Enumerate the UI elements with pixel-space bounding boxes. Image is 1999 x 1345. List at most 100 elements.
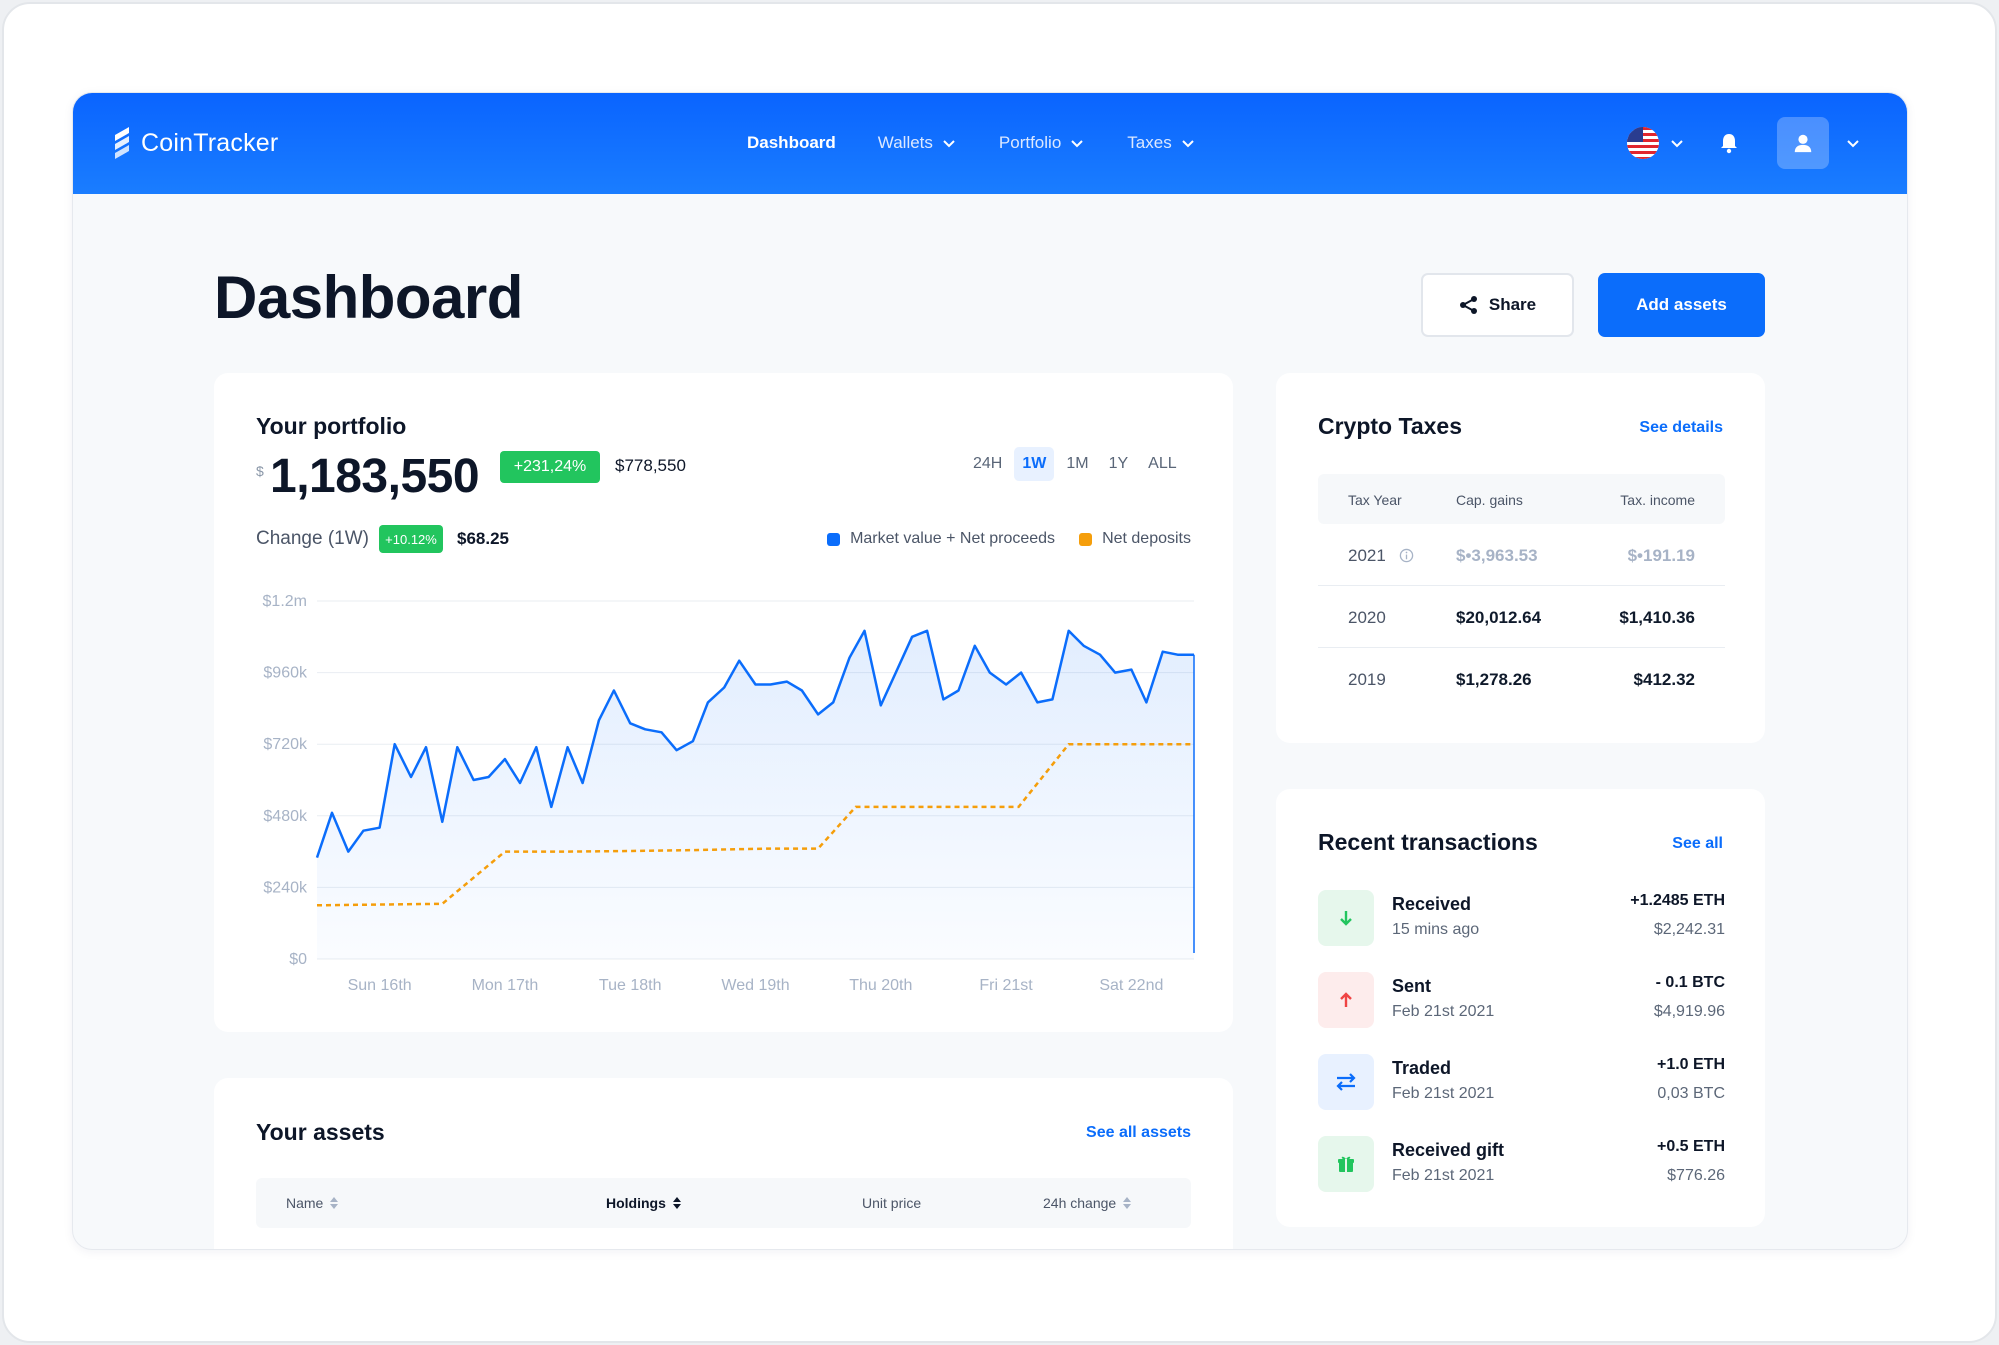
see-all-transactions-link[interactable]: See all	[1672, 835, 1723, 852]
x-tick-label: Fri 21st	[979, 977, 1033, 994]
tax-year-value: 2021	[1348, 546, 1386, 565]
gift-icon	[1318, 1136, 1374, 1192]
x-tick-label: Sat 22nd	[1099, 977, 1163, 994]
col-tax-income: Tax. income	[1620, 492, 1695, 508]
transaction-type: Sent	[1392, 976, 1432, 996]
sort-icon	[672, 1197, 681, 1209]
transaction-value: $4,919.96	[1653, 1003, 1725, 1020]
assets-title: Your assets	[256, 1119, 385, 1145]
col-holdings[interactable]: Holdings	[606, 1195, 682, 1211]
nav-dashboard[interactable]: Dashboard	[747, 133, 836, 153]
cointracker-logo-icon	[115, 127, 129, 159]
x-tick-label: Tue 18th	[599, 977, 662, 994]
chart-legend: Market value + Net proceeds Net deposits	[827, 530, 1191, 548]
transaction-value: $776.26	[1667, 1167, 1725, 1184]
chevron-down-icon	[1071, 140, 1083, 148]
transaction-item[interactable]: Received 15 mins ago +1.2485 ETH $2,242.…	[1318, 888, 1725, 946]
language-selector[interactable]	[1627, 127, 1685, 159]
nav-taxes[interactable]: Taxes	[1127, 133, 1195, 153]
col-name-label: Name	[286, 1195, 324, 1211]
portfolio-title: Your portfolio	[256, 413, 407, 439]
y-tick-label: $240k	[263, 879, 308, 896]
range-1w[interactable]: 1W	[1014, 447, 1055, 481]
tax-table: Tax Year Cap. gains Tax. income 2021 $•3…	[1318, 474, 1725, 710]
range-1m[interactable]: 1M	[1066, 455, 1089, 472]
transaction-item[interactable]: Sent Feb 21st 2021 - 0.1 BTC $4,919.96	[1318, 970, 1725, 1028]
swap-icon	[1318, 1054, 1374, 1110]
add-assets-button[interactable]: Add assets	[1598, 273, 1765, 337]
nav-label: Portfolio	[998, 133, 1062, 152]
info-icon[interactable]	[1399, 548, 1414, 563]
tax-income: $412.32	[1633, 670, 1695, 689]
page-title: Dashboard	[214, 264, 523, 331]
tax-row[interactable]: 2021 $•3,963.53 $•191.19	[1318, 524, 1725, 586]
y-tick-label: $0	[289, 951, 307, 968]
tax-row[interactable]: 2020 $20,012.64 $1,410.36	[1318, 586, 1725, 648]
week-change-amount: $68.25	[457, 529, 509, 548]
transaction-amount: +0.5 ETH	[1656, 1138, 1725, 1155]
col-holdings-label: Holdings	[606, 1195, 666, 1211]
chevron-down-icon	[943, 140, 955, 148]
col-cap-gains: Cap. gains	[1456, 492, 1523, 508]
col-tax-year: Tax Year	[1348, 492, 1402, 508]
transaction-value: $2,242.31	[1653, 921, 1725, 938]
y-tick-label: $960k	[263, 665, 308, 682]
tax-year: 2021	[1348, 546, 1414, 566]
recent-transactions-card: Recent transactions See all Received 15 …	[1276, 789, 1765, 1227]
sort-icon	[1123, 1197, 1132, 1209]
x-tick-label: Thu 20th	[849, 977, 912, 994]
net-deposits-line	[316, 742, 1194, 907]
user-avatar-button[interactable]	[1777, 117, 1829, 169]
market-value-area	[317, 630, 1194, 959]
transaction-type: Traded	[1392, 1058, 1452, 1078]
arrow-up-icon	[1318, 972, 1374, 1028]
transaction-time: Feb 21st 2021	[1392, 1003, 1495, 1020]
transaction-time: 15 mins ago	[1392, 921, 1480, 938]
tax-row[interactable]: 2019 $1,278.26 $412.32	[1318, 648, 1725, 710]
week-change-badge: +10.12%	[379, 525, 443, 553]
nav-wallets[interactable]: Wallets	[878, 133, 957, 153]
range-24h[interactable]: 24H	[973, 455, 1003, 472]
transactions-title: Recent transactions	[1318, 829, 1538, 855]
tax-cap-gains: $20,012.64	[1456, 608, 1542, 627]
app-window: CoinTracker Dashboard Wallets Portfolio …	[72, 92, 1908, 1250]
main-nav: Dashboard Wallets Portfolio Taxes	[747, 123, 1238, 163]
arrow-down-icon	[1318, 890, 1374, 946]
brand-logo[interactable]: CoinTracker	[111, 123, 278, 163]
col-24h-change[interactable]: 24h change	[1043, 1195, 1132, 1211]
share-icon	[1459, 296, 1477, 314]
tax-year: 2020	[1348, 608, 1386, 627]
chevron-down-icon	[1181, 140, 1194, 148]
nav-label: Wallets	[877, 133, 933, 152]
portfolio-change-badge: +231,24%	[500, 451, 600, 483]
bell-icon[interactable]	[1717, 131, 1741, 155]
transaction-time: Feb 21st 2021	[1392, 1085, 1495, 1102]
chevron-down-icon[interactable]	[1845, 135, 1861, 151]
brand-name: CoinTracker	[141, 128, 279, 157]
col-name[interactable]: Name	[286, 1195, 339, 1211]
share-button[interactable]: Share	[1421, 273, 1574, 337]
transaction-amount: +1.2485 ETH	[1630, 892, 1725, 909]
nav-portfolio[interactable]: Portfolio	[999, 133, 1085, 153]
portfolio-change-amount: $778,550	[615, 456, 686, 475]
assets-table-header: Name Holdings Unit price 24h change	[256, 1178, 1191, 1228]
x-tick-label: Mon 17th	[472, 977, 539, 994]
transaction-item[interactable]: Received gift Feb 21st 2021 +0.5 ETH $77…	[1318, 1134, 1725, 1192]
range-1y[interactable]: 1Y	[1108, 455, 1129, 472]
assets-card: Your assets See all assets Name Holdings…	[214, 1078, 1233, 1249]
legend-swatch-market	[827, 532, 841, 546]
transaction-value: 0,03 BTC	[1657, 1085, 1725, 1102]
taxes-title: Crypto Taxes	[1318, 413, 1463, 439]
see-all-assets-link[interactable]: See all assets	[1086, 1124, 1191, 1141]
y-tick-label: $1.2m	[263, 593, 307, 610]
transaction-time: Feb 21st 2021	[1392, 1167, 1495, 1184]
range-all[interactable]: ALL	[1148, 455, 1177, 472]
user-icon	[1794, 134, 1812, 153]
tax-cap-gains: $•3,963.53	[1456, 546, 1538, 565]
transaction-amount: +1.0 ETH	[1656, 1056, 1725, 1073]
portfolio-value: 1,183,550	[270, 450, 480, 503]
see-details-link[interactable]: See details	[1639, 419, 1723, 436]
transaction-item[interactable]: Traded Feb 21st 2021 +1.0 ETH 0,03 BTC	[1318, 1052, 1725, 1110]
market-value-line	[315, 629, 1194, 858]
tax-income: $1,410.36	[1619, 608, 1695, 627]
